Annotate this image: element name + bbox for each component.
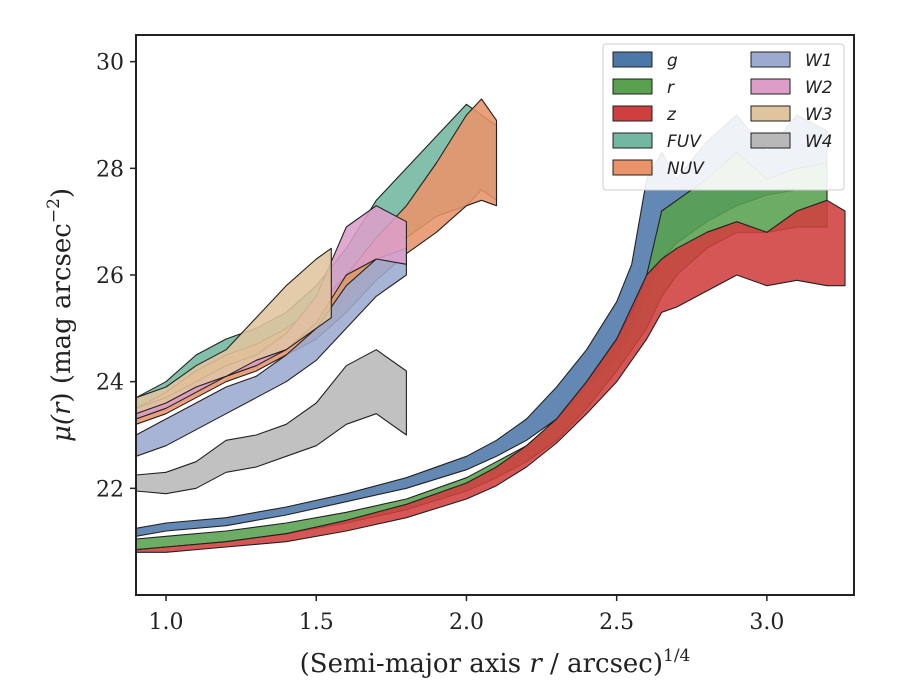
legend-label: W3 [805, 105, 833, 125]
y-tick-label: 26 [96, 264, 124, 289]
x-axis-label: (Semi-major axis r / arcsec)1/4 [300, 646, 691, 679]
x-tick-label: 1.0 [149, 610, 184, 635]
legend-label: NUV [667, 159, 705, 179]
legend-swatch [750, 132, 791, 149]
legend-swatch [612, 105, 653, 122]
x-tick-label: 3.0 [749, 610, 784, 635]
legend-swatch [612, 132, 653, 149]
legend-label: W4 [805, 132, 833, 152]
legend-item-w2: W2 [750, 78, 833, 98]
y-axis: 22 24 26 28 30 [96, 51, 136, 502]
y-tick-label: 30 [96, 51, 124, 76]
x-tick-label: 2.0 [449, 610, 484, 635]
legend-swatch [612, 51, 653, 68]
legend-label: z [666, 105, 677, 125]
legend-item-g: g [612, 51, 678, 71]
legend-swatch [612, 159, 653, 176]
legend-label: g [667, 51, 678, 71]
y-axis-label: μ(r) (mag arcsec−2) [44, 188, 77, 442]
legend-swatch [612, 78, 653, 95]
y-tick-label: 24 [96, 371, 124, 396]
legend-label: FUV [667, 132, 702, 152]
legend-item-fuv: FUV [612, 132, 702, 152]
legend-item-r: r [612, 78, 675, 98]
series-band-z [136, 199, 846, 553]
x-tick-label: 1.5 [299, 610, 334, 635]
legend-item-w4: W4 [750, 132, 833, 152]
legend-item-z: z [612, 105, 677, 125]
legend-item-nuv: NUV [612, 159, 705, 179]
series-band-w4 [136, 349, 407, 495]
x-axis: 1.0 1.5 2.0 2.5 3.0 [149, 595, 784, 635]
plot-frame [135, 34, 855, 596]
legend-label: W2 [805, 78, 833, 98]
series-band-w3 [136, 247, 332, 415]
series-layer [136, 98, 846, 553]
legend-swatch [750, 51, 791, 68]
y-tick-label: 28 [96, 157, 124, 182]
legend-label: r [667, 78, 675, 98]
legend-label: W1 [805, 51, 833, 71]
legend-swatch [750, 105, 791, 122]
legend-item-w3: W3 [750, 105, 833, 125]
legend-item-w1: W1 [750, 51, 833, 71]
x-tick-label: 2.5 [599, 610, 634, 635]
legend: grz FUV NUV W1 W2 W3 W4 [602, 43, 845, 191]
y-tick-label: 22 [96, 477, 124, 502]
legend-swatch [750, 78, 791, 95]
